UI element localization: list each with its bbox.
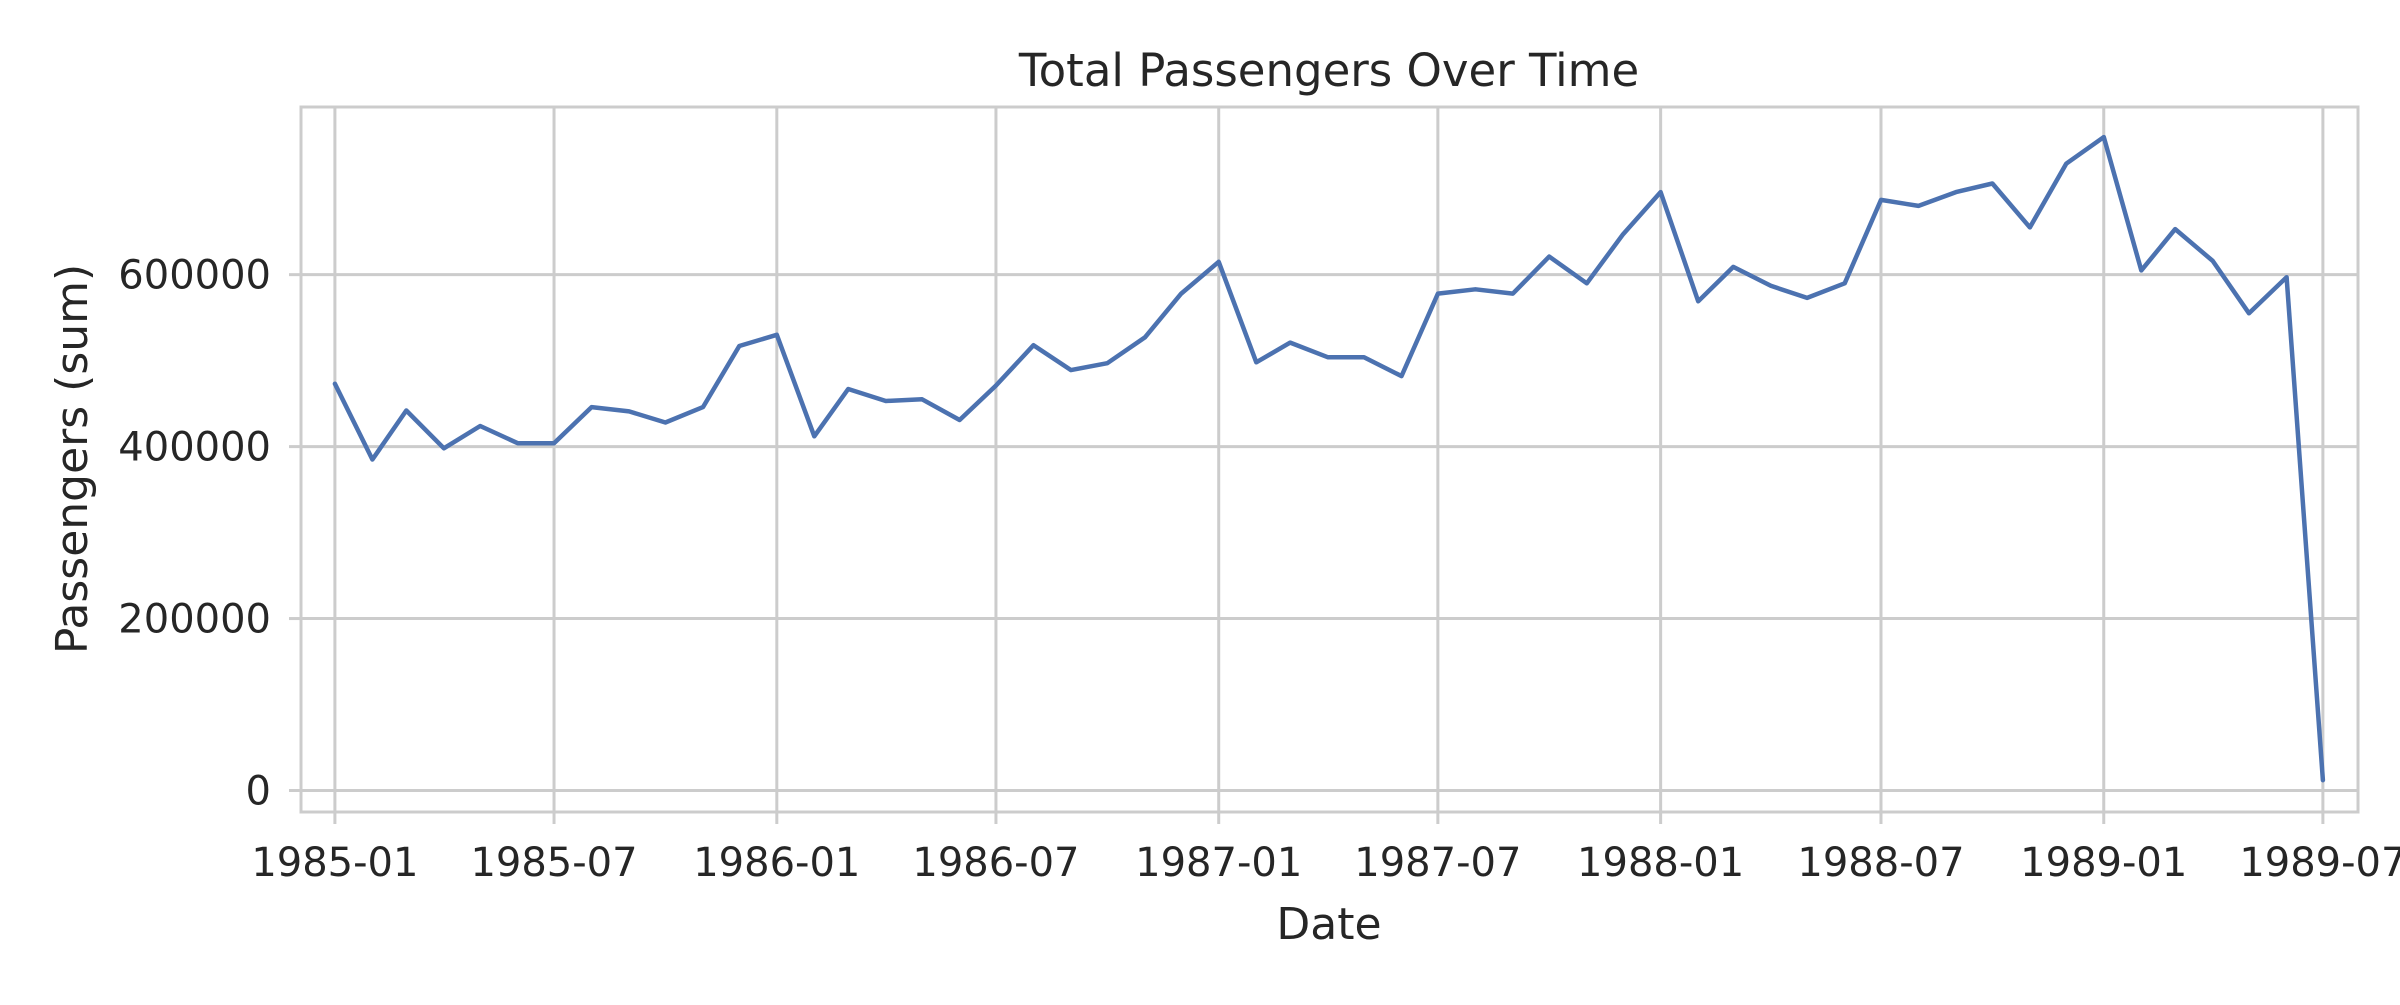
chart-title: Total Passengers Over Time xyxy=(1018,44,1639,97)
x-tick-label: 1985-01 xyxy=(251,840,418,886)
x-tick-label: 1988-07 xyxy=(1797,840,1964,886)
series xyxy=(332,134,2326,783)
y-tick-label: 600000 xyxy=(118,253,271,299)
x-tick-label: 1986-07 xyxy=(912,840,1079,886)
x-tick-label: 1985-07 xyxy=(470,840,637,886)
x-tick-label: 1987-01 xyxy=(1135,840,1302,886)
plot-frame xyxy=(299,105,2360,814)
x-tick-label: 1987-07 xyxy=(1354,840,1521,886)
x-axis-label: Date xyxy=(1276,899,1381,950)
x-tick-label: 1988-01 xyxy=(1577,840,1744,886)
x-tick-label: 1989-01 xyxy=(2020,840,2187,886)
axis-ticks: 1985-01 1985-07 1986-01 1986-07 1987-01 1987-… xyxy=(118,253,2400,886)
x-tick-label: 1986-01 xyxy=(693,840,860,886)
x-tick-label: 1989-07 xyxy=(2239,840,2400,886)
series-line xyxy=(332,134,2326,783)
y-tick-label: 0 xyxy=(246,769,271,815)
y-tick-label: 200000 xyxy=(118,597,271,643)
y-tick-label: 400000 xyxy=(118,425,271,471)
y-axis-label: Passengers (sum) xyxy=(47,264,98,654)
grid xyxy=(301,107,2358,812)
